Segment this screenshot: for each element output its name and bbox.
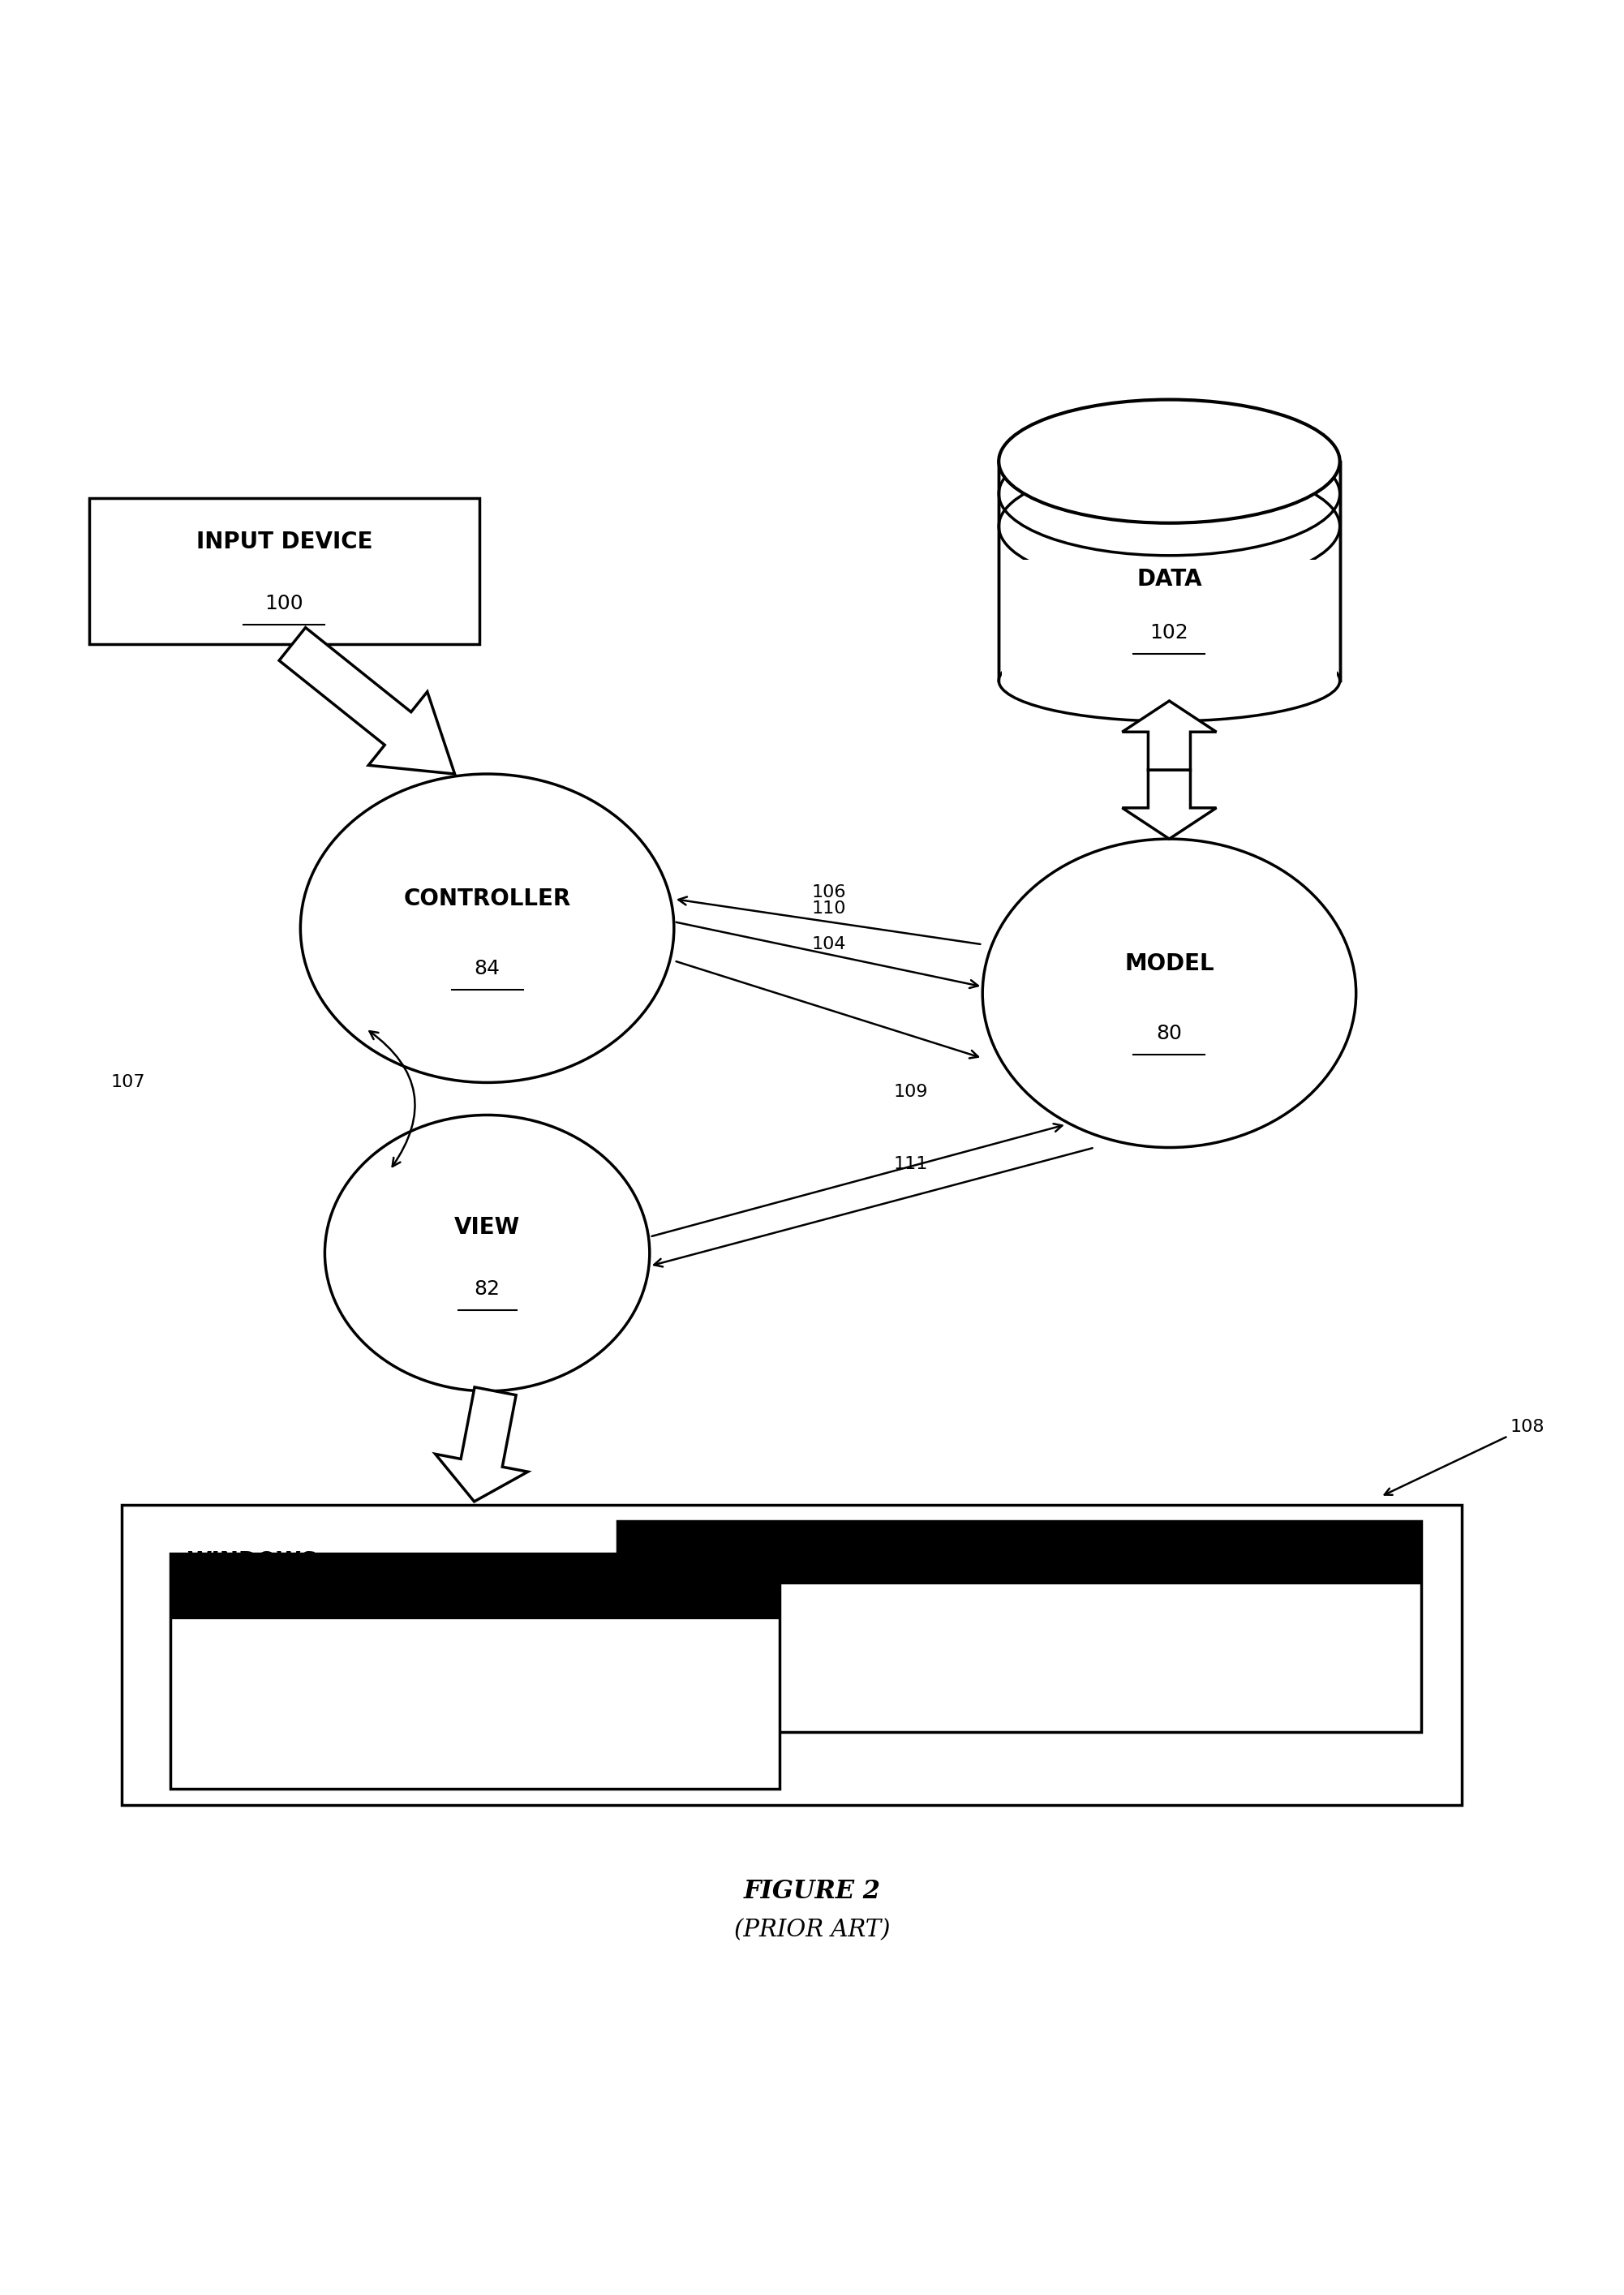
Bar: [617, 1522, 1421, 1584]
Text: 104: 104: [812, 936, 846, 952]
Text: MODEL: MODEL: [1124, 952, 1215, 975]
Text: VIEW: VIEW: [455, 1216, 520, 1239]
FancyArrow shape: [435, 1386, 528, 1501]
Text: CONTROLLER: CONTROLLER: [403, 888, 572, 911]
Text: 109: 109: [893, 1083, 927, 1099]
Ellipse shape: [300, 773, 674, 1083]
Bar: [122, 1506, 1462, 1806]
Bar: [1002, 560, 1337, 682]
Text: 82: 82: [474, 1278, 500, 1299]
Bar: [171, 1620, 780, 1790]
Text: DATA: DATA: [1137, 567, 1202, 590]
Bar: [171, 1554, 780, 1790]
Text: 80: 80: [1156, 1024, 1182, 1044]
Text: 102: 102: [1150, 622, 1189, 643]
Bar: [617, 1522, 1421, 1733]
Ellipse shape: [325, 1115, 650, 1391]
Text: 108: 108: [1385, 1418, 1544, 1494]
Text: FIGURE 2: FIGURE 2: [744, 1880, 880, 1905]
Text: INPUT DEVICE: INPUT DEVICE: [197, 530, 372, 553]
Ellipse shape: [999, 640, 1340, 721]
Bar: [1002, 461, 1337, 682]
Text: 110: 110: [812, 900, 846, 918]
Bar: [617, 1584, 1421, 1733]
Bar: [171, 1554, 780, 1620]
FancyArrow shape: [279, 627, 455, 773]
Ellipse shape: [1005, 468, 1333, 583]
FancyArrow shape: [1122, 700, 1216, 769]
Text: 111: 111: [893, 1157, 927, 1173]
Bar: [89, 498, 479, 645]
Ellipse shape: [1005, 436, 1333, 551]
FancyArrow shape: [1122, 769, 1216, 840]
Text: (PRIOR ART): (PRIOR ART): [734, 1919, 890, 1942]
Text: 107: 107: [110, 1074, 145, 1090]
Ellipse shape: [983, 840, 1356, 1148]
Text: 84: 84: [474, 959, 500, 978]
Text: 100: 100: [265, 594, 304, 613]
Text: 106: 106: [812, 884, 846, 900]
Ellipse shape: [999, 399, 1340, 523]
Text: WINDOWS: WINDOWS: [187, 1551, 317, 1572]
